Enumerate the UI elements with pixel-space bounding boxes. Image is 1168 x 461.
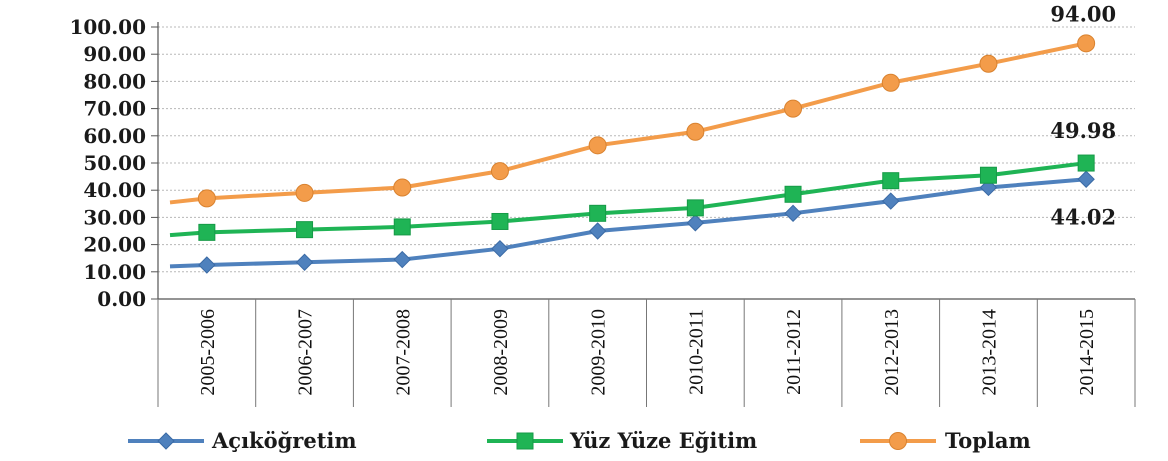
- y-tick-label: 100.00: [69, 15, 146, 39]
- x-tick-label: 2008-2009: [490, 309, 512, 396]
- legend-label: Yüz Yüze Eğitim: [569, 428, 757, 453]
- y-tick-label: 60.00: [83, 124, 146, 148]
- x-tick-label: 2009-2010: [588, 309, 610, 396]
- data-point: [686, 199, 704, 217]
- data-point: [881, 73, 900, 92]
- data-point: [1077, 170, 1095, 188]
- legend-marker: [157, 432, 175, 450]
- axes: [151, 22, 1136, 407]
- x-tick-label: 2012-2013: [881, 309, 903, 396]
- y-tick-label: 30.00: [83, 205, 146, 229]
- data-point: [589, 204, 607, 222]
- data-point: [295, 183, 314, 202]
- data-point: [784, 185, 802, 203]
- data-point: [882, 172, 900, 190]
- data-point: [784, 99, 803, 118]
- x-tick-label: 2005-2006: [197, 309, 219, 396]
- legend-marker: [516, 432, 534, 450]
- gridlines: [158, 26, 1135, 273]
- data-label: 94.00: [1050, 1, 1116, 26]
- x-tick-label: 2011-2012: [783, 309, 805, 395]
- y-tick-label: 10.00: [83, 260, 146, 284]
- data-point: [686, 122, 705, 141]
- y-tick-label: 40.00: [83, 178, 146, 202]
- data-point: [1077, 34, 1096, 53]
- y-axis-ticks: 0.00 10.00 20.00 30.00 40.00 50.00 60.00 70.00 8…: [69, 15, 146, 311]
- data-point: [296, 221, 314, 239]
- data-point: [491, 239, 509, 258]
- x-tick-label: 2006-2007: [295, 309, 317, 396]
- data-point: [588, 136, 607, 155]
- data-label: 44.02: [1050, 204, 1116, 229]
- y-tick-label: 70.00: [83, 97, 146, 121]
- legend-marker: [889, 432, 907, 450]
- data-point: [979, 166, 997, 184]
- data-point: [295, 253, 314, 271]
- y-tick-label: 0.00: [97, 287, 146, 311]
- data-point: [784, 204, 802, 223]
- legend-label: Toplam: [945, 428, 1031, 453]
- y-tick-label: 80.00: [83, 69, 146, 93]
- data-point: [882, 192, 900, 210]
- legend-label: Açıköğretim: [211, 428, 357, 453]
- data-point: [198, 223, 216, 241]
- data-labels: 44.02 49.98 94.00: [1050, 1, 1116, 229]
- legend: Açıköğretim Yüz Yüze Eğitim Toplam: [128, 428, 1031, 453]
- x-axis-ticks: 2005-2006 2006-2007 2007-2008 2008-2009 2009…: [197, 309, 1098, 396]
- data-point: [393, 178, 412, 197]
- data-point: [491, 212, 509, 230]
- data-point: [197, 189, 216, 208]
- y-tick-label: 90.00: [83, 42, 146, 66]
- data-point: [198, 256, 216, 274]
- x-tick-label: 2010-2011: [685, 309, 707, 395]
- x-tick-label: 2013-2014: [978, 309, 1000, 396]
- data-label: 49.98: [1050, 118, 1116, 143]
- data-point: [393, 218, 411, 236]
- y-tick-label: 50.00: [83, 151, 146, 175]
- x-tick-label: 2014-2015: [1076, 309, 1098, 396]
- data-point: [1077, 154, 1095, 172]
- y-tick-label: 20.00: [83, 233, 146, 257]
- data-point: [686, 214, 705, 232]
- x-tick-label: 2007-2008: [392, 309, 414, 396]
- data-point: [490, 162, 509, 181]
- data-point: [393, 250, 411, 269]
- series-group: [169, 34, 1096, 274]
- data-point: [588, 222, 607, 240]
- data-point: [979, 54, 998, 73]
